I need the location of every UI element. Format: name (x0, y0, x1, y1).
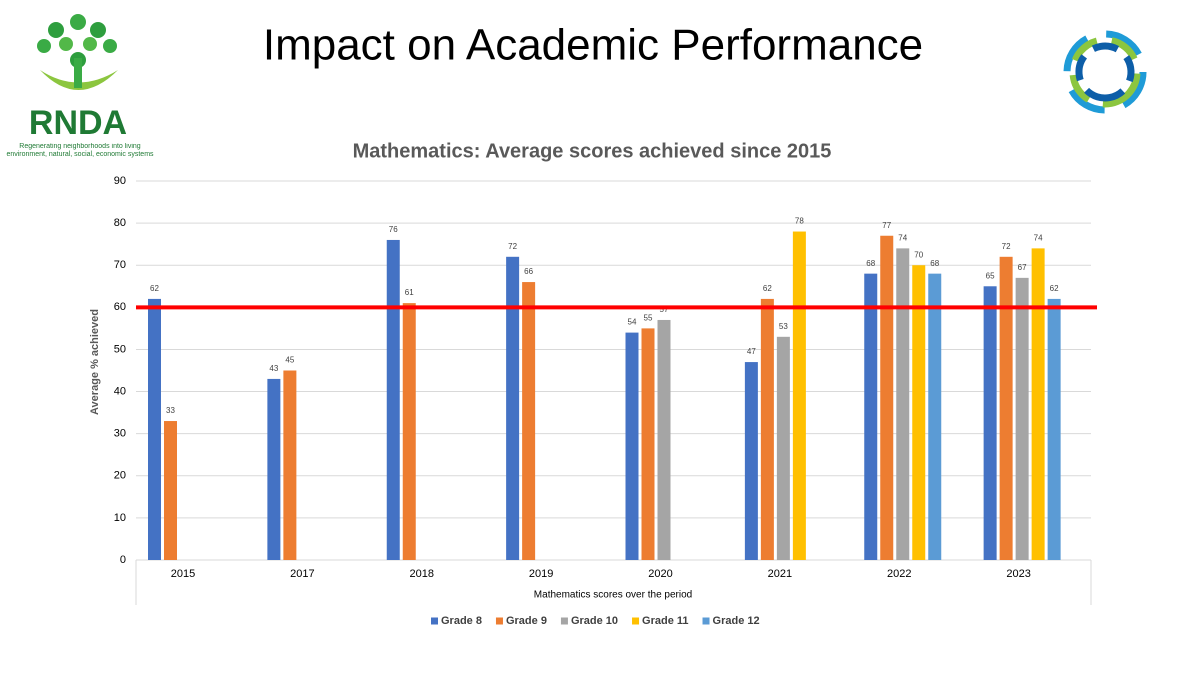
bar (912, 265, 926, 560)
x-tick-label: 2023 (1006, 568, 1030, 580)
value-label: 33 (166, 406, 175, 415)
bar (641, 328, 655, 560)
bar (522, 282, 536, 560)
x-axis-label: Mathematics scores over the period (534, 590, 692, 601)
y-axis-label: Average % achieved (89, 309, 101, 415)
value-label: 43 (269, 364, 278, 373)
bar (625, 332, 639, 560)
bar (164, 421, 177, 560)
y-tick-label: 20 (114, 470, 126, 482)
value-label: 76 (389, 225, 398, 234)
bar (792, 231, 806, 561)
value-label: 62 (150, 284, 159, 293)
value-label: 72 (1002, 242, 1011, 251)
bar (744, 362, 758, 560)
x-tick-label: 2019 (529, 568, 553, 580)
value-label: 47 (747, 347, 756, 356)
value-label: 72 (508, 242, 517, 251)
logo-caption-box: Regenerating neighborhoods into living e… (6, 143, 154, 158)
bar (1015, 277, 1029, 560)
value-label: 54 (628, 318, 637, 327)
value-label: 66 (524, 267, 533, 276)
value-label: 62 (1050, 284, 1059, 293)
y-tick-label: 60 (114, 301, 126, 313)
ring-logo (1063, 30, 1147, 114)
bar (267, 378, 281, 560)
y-tick-label: 90 (114, 175, 126, 187)
y-tick-label: 50 (114, 343, 126, 355)
y-tick-label: 10 (114, 512, 126, 524)
y-tick-label: 80 (114, 217, 126, 229)
bar (983, 286, 997, 560)
y-tick-label: 40 (114, 385, 126, 397)
bar (776, 336, 790, 560)
value-label: 74 (1034, 233, 1043, 242)
bar (864, 273, 878, 560)
y-tick-label: 0 (120, 554, 126, 566)
legend-swatch (702, 617, 710, 625)
legend-label: Grade 12 (713, 615, 760, 627)
value-label: 67 (1018, 263, 1027, 272)
bar (506, 256, 520, 560)
bar (896, 248, 910, 560)
chart-title: Mathematics: Average scores achieved sin… (353, 140, 832, 162)
bar (283, 370, 297, 560)
value-label: 77 (882, 221, 891, 230)
value-label: 70 (914, 250, 923, 259)
x-tick-label: 2021 (768, 568, 792, 580)
x-tick-label: 2022 (887, 568, 911, 580)
bar (402, 303, 416, 560)
legend-swatch (431, 617, 438, 625)
x-tick-label: 2017 (290, 568, 314, 580)
plot: 0 10 20 30 40 50 60 70 80 90 2015 62 33 2017 43 45 2018 7… (114, 175, 1097, 627)
value-label: 61 (405, 288, 414, 297)
legend-swatch (632, 617, 640, 625)
logo-caption: Regenerating neighborhoods into living e… (6, 143, 154, 158)
value-label: 45 (285, 356, 294, 365)
legend-label: Grade 9 (506, 615, 547, 627)
value-label: 53 (779, 322, 788, 331)
logo-text: RNDA (29, 104, 127, 142)
bar (148, 298, 161, 560)
y-tick-label: 30 (114, 428, 126, 440)
legend-label: Grade 10 (571, 615, 618, 627)
bar (928, 273, 942, 560)
rnda-logo: RNDA Regenerating neighborhoods into liv… (6, 14, 154, 158)
value-label: 78 (795, 217, 804, 226)
value-label: 74 (898, 233, 907, 242)
x-tick-label: 2020 (648, 568, 672, 580)
value-label: 57 (660, 305, 669, 314)
slide-title: Impact on Academic Performance (263, 21, 923, 70)
bar (880, 235, 894, 560)
value-label: 62 (763, 284, 772, 293)
x-tick-label: 2015 (171, 568, 195, 580)
legend-label: Grade 8 (441, 615, 482, 627)
legend-swatch (495, 617, 503, 625)
value-label: 68 (930, 259, 939, 268)
legend-label: Grade 11 (642, 615, 688, 627)
value-label: 68 (866, 259, 875, 268)
bar (1047, 298, 1061, 560)
bar (1031, 248, 1045, 560)
bar (386, 239, 400, 560)
x-tick-label: 2018 (410, 568, 434, 580)
y-tick-label: 70 (114, 259, 126, 271)
bar (999, 256, 1013, 560)
value-label: 55 (644, 313, 653, 322)
bar (760, 298, 774, 560)
legend-swatch (560, 617, 568, 625)
bar (657, 319, 671, 560)
value-label: 65 (986, 271, 995, 280)
